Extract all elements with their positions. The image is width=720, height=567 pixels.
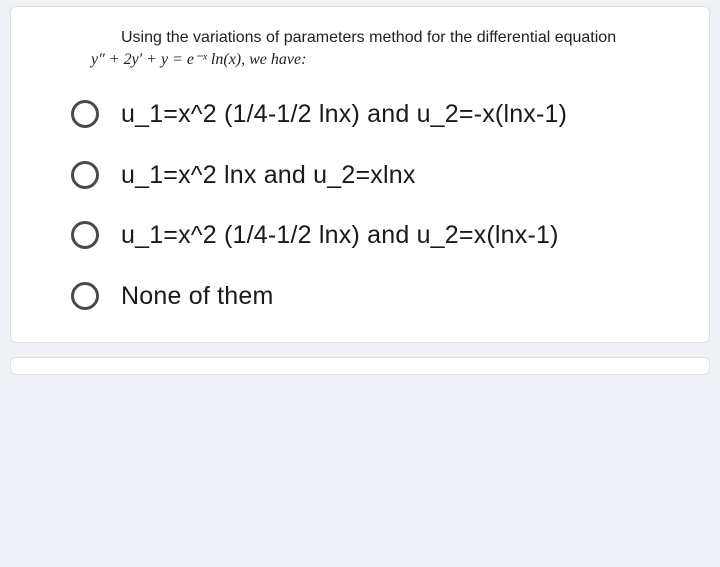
option-4[interactable]: None of them: [71, 280, 679, 313]
radio-icon[interactable]: [71, 100, 99, 128]
option-2-text: u_1=x^2 lnx and u_2=xlnx: [121, 159, 416, 192]
question-card: Using the variations of parameters metho…: [10, 6, 710, 343]
option-3[interactable]: u_1=x^2 (1/4-1/2 lnx) and u_2=x(lnx-1): [71, 219, 679, 252]
option-2[interactable]: u_1=x^2 lnx and u_2=xlnx: [71, 159, 679, 192]
option-1-text: u_1=x^2 (1/4-1/2 lnx) and u_2=-x(lnx-1): [121, 98, 567, 131]
option-1[interactable]: u_1=x^2 (1/4-1/2 lnx) and u_2=-x(lnx-1): [71, 98, 679, 131]
radio-icon[interactable]: [71, 221, 99, 249]
options-group: u_1=x^2 (1/4-1/2 lnx) and u_2=-x(lnx-1) …: [41, 98, 679, 312]
option-3-text: u_1=x^2 (1/4-1/2 lnx) and u_2=x(lnx-1): [121, 219, 559, 252]
question-line-2: y″ + 2y′ + y = e⁻ˣ ln(x), we have:: [91, 49, 679, 71]
question-prompt: Using the variations of parameters metho…: [91, 27, 679, 70]
radio-icon[interactable]: [71, 161, 99, 189]
question-line-1: Using the variations of parameters metho…: [121, 27, 679, 49]
radio-icon[interactable]: [71, 282, 99, 310]
equation-text: y″ + 2y′ + y = e⁻ˣ ln(x), we have:: [91, 51, 306, 68]
option-4-text: None of them: [121, 280, 274, 313]
next-card-peek: [10, 357, 710, 375]
